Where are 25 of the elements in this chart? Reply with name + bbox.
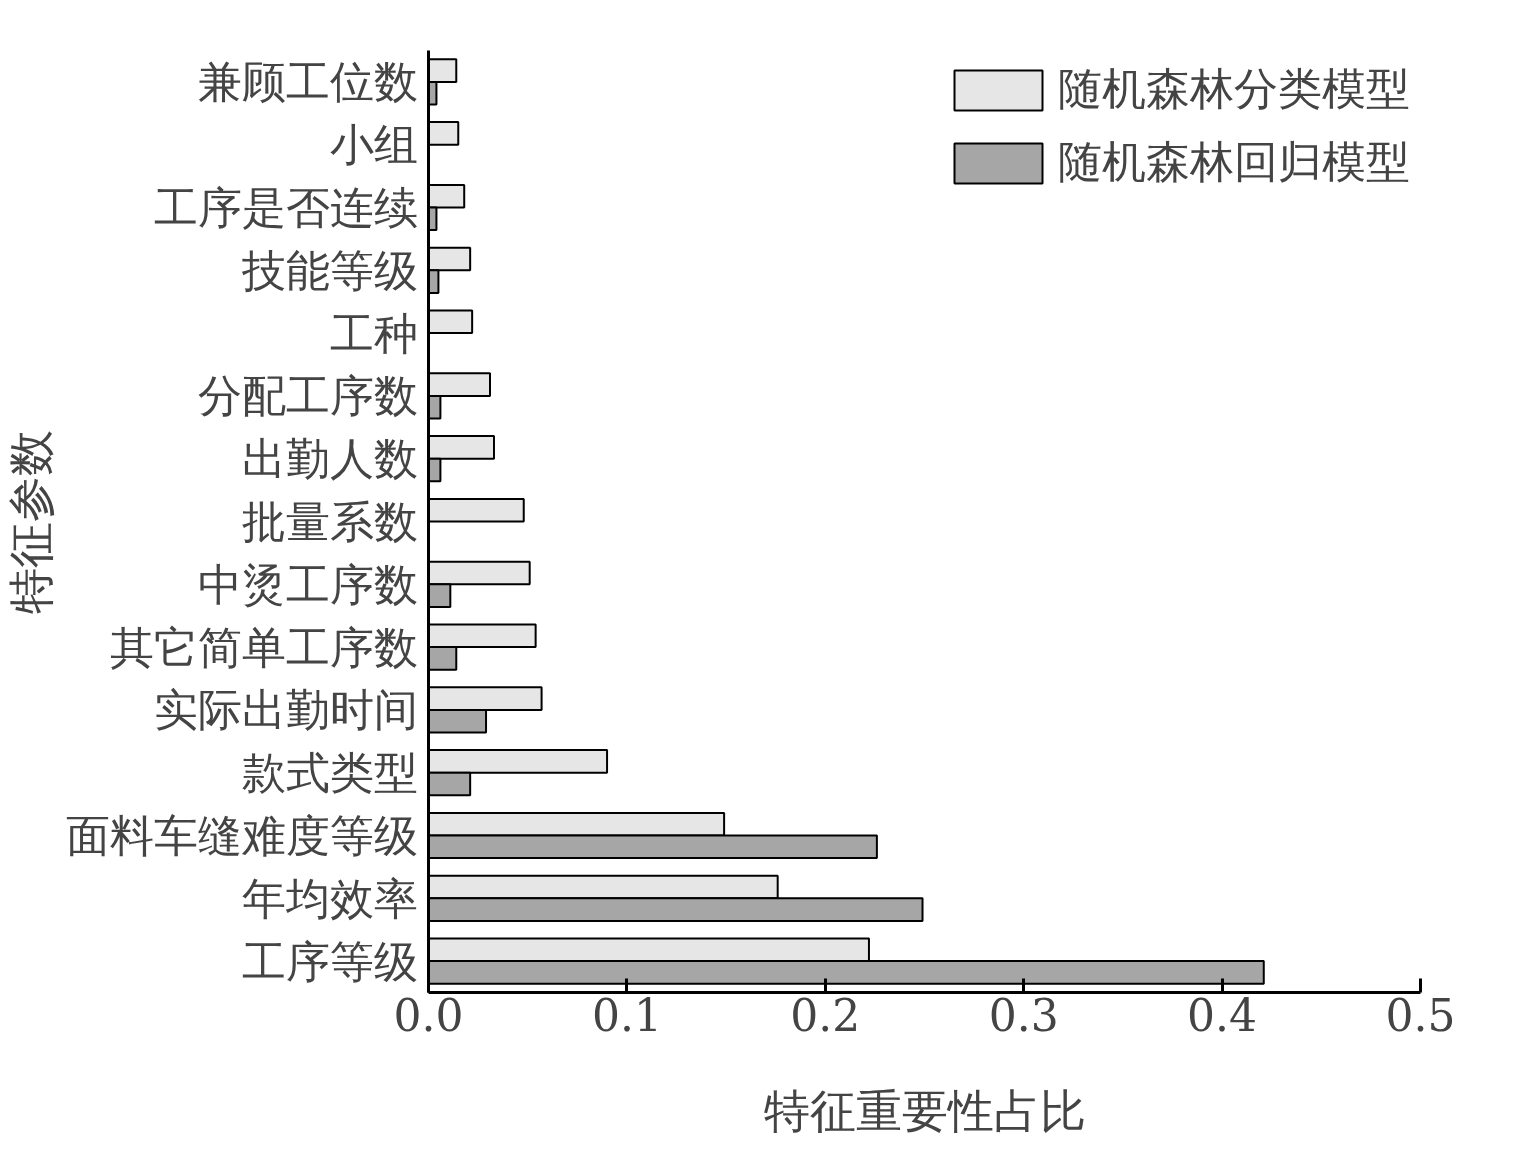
- y-tick-label: 工种: [329, 307, 418, 359]
- y-tick-label: 小组: [329, 119, 418, 171]
- y-tick-label: 面料车缝难度等级: [65, 810, 418, 861]
- y-tick-label: 工序等级: [241, 935, 418, 987]
- legend-label: 随机森林回归模型: [1058, 135, 1410, 189]
- x-tick-label: 0.3: [988, 989, 1059, 1041]
- y-axis-title: 特征参数: [3, 429, 58, 614]
- y-tick-label: 技能等级: [240, 244, 418, 296]
- x-tick-label: 0.5: [1385, 989, 1456, 1041]
- x-tick-label: 0.0: [393, 989, 464, 1041]
- x-tick-label: 0.1: [591, 989, 662, 1041]
- y-tick-label: 兼顾工位数: [197, 56, 418, 108]
- x-axis-title: 特征重要性占比: [763, 1083, 1086, 1138]
- legend-label: 随机森林分类模型: [1058, 62, 1410, 116]
- y-tick-label: 批量系数: [241, 496, 418, 547]
- y-tick-label: 年均效率: [241, 872, 418, 924]
- y-tick-label: 实际出勤时间: [153, 684, 418, 736]
- y-tick-label: 分配工序数: [197, 370, 418, 422]
- y-tick-label: 工序是否连续: [153, 182, 418, 233]
- y-tick-label: 款式类型: [241, 747, 418, 799]
- y-tick-label: 中烫工序数: [197, 558, 418, 610]
- x-tick-label: 0.2: [790, 989, 861, 1041]
- y-tick-label: 其它简单工序数: [109, 621, 418, 673]
- x-tick-label: 0.4: [1187, 989, 1258, 1041]
- y-tick-label: 出勤人数: [241, 433, 418, 485]
